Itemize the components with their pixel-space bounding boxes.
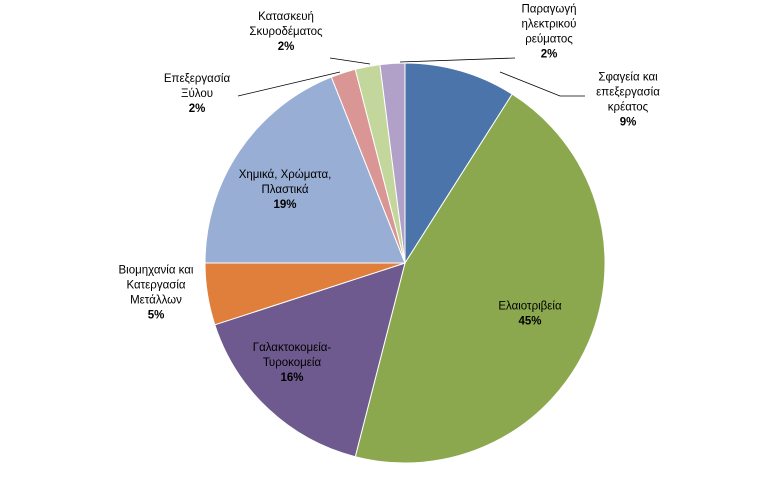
slice-value-label: 45% — [518, 316, 541, 328]
leader-line-5 — [237, 71, 341, 97]
slice-label-text: Μετάλλων — [130, 295, 182, 307]
pie-slice-7 — [379, 62, 406, 264]
slice-label-4: Χημικά, Χρώματα, Πλαστικά 19% — [239, 169, 332, 211]
slice-label-text: ηλεκτρικού — [522, 19, 577, 31]
slice-value-label: 19% — [273, 199, 296, 211]
slice-label-text: Επεξεργασία — [164, 73, 231, 85]
slice-label-text: Τυροκομεία — [263, 357, 322, 369]
slice-label-text: Πλαστικά — [262, 184, 309, 196]
pie-slice-1 — [354, 93, 606, 464]
slice-label-6: Κατασκευή Σκυροδέματος 2% — [249, 11, 323, 53]
leader-line-0 — [499, 71, 585, 97]
slice-label-5: Επεξεργασία Ξύλου 2% — [164, 73, 231, 115]
slice-label-text: Σκυροδέματος — [249, 26, 323, 38]
slice-label-0: Σφαγεία και επεξεργασία κρέατος 9% — [596, 72, 660, 129]
slice-label-text: Κατεργασία — [126, 280, 185, 292]
slice-value-label: 16% — [280, 372, 303, 384]
slice-label-text: Σφαγεία και — [598, 72, 658, 84]
leader-line-7 — [399, 57, 516, 63]
slice-label-text: Παραγωγή — [521, 4, 576, 16]
pie-slice-2 — [214, 262, 406, 458]
slice-label-text: κρέατος — [608, 102, 649, 114]
slice-value-label: 2% — [278, 41, 295, 53]
slice-label-2: Γαλακτοκομεία- Τυροκομεία 16% — [253, 342, 332, 384]
slice-value-label: 2% — [541, 49, 558, 61]
pie-slice-4 — [204, 76, 406, 264]
slice-label-3: Βιομηχανία και Κατεργασία Μετάλλων 5% — [119, 265, 194, 322]
slice-label-text: ρεύματος — [525, 34, 573, 46]
leader-line-6 — [329, 57, 371, 65]
slice-label-text: Ξύλου — [181, 88, 213, 100]
slice-label-7: Παραγωγή ηλεκτρικού ρεύματος 2% — [521, 4, 576, 61]
slice-label-text: Χημικά, Χρώματα, — [239, 169, 332, 181]
slice-value-label: 5% — [148, 310, 165, 322]
pie-slice-0 — [404, 62, 513, 265]
slice-value-label: 2% — [189, 103, 206, 115]
slice-label-text: επεξεργασία — [596, 87, 660, 99]
slice-label-text: Γαλακτοκομεία- — [253, 342, 332, 354]
slice-value-label: 9% — [620, 117, 637, 129]
slice-label-text: Βιομηχανία και — [119, 265, 194, 277]
slice-label-text: Κατασκευή — [258, 11, 314, 23]
slice-label-text: Ελαιοτριβεία — [498, 301, 562, 313]
slice-label-1: Ελαιοτριβεία 45% — [498, 301, 562, 328]
